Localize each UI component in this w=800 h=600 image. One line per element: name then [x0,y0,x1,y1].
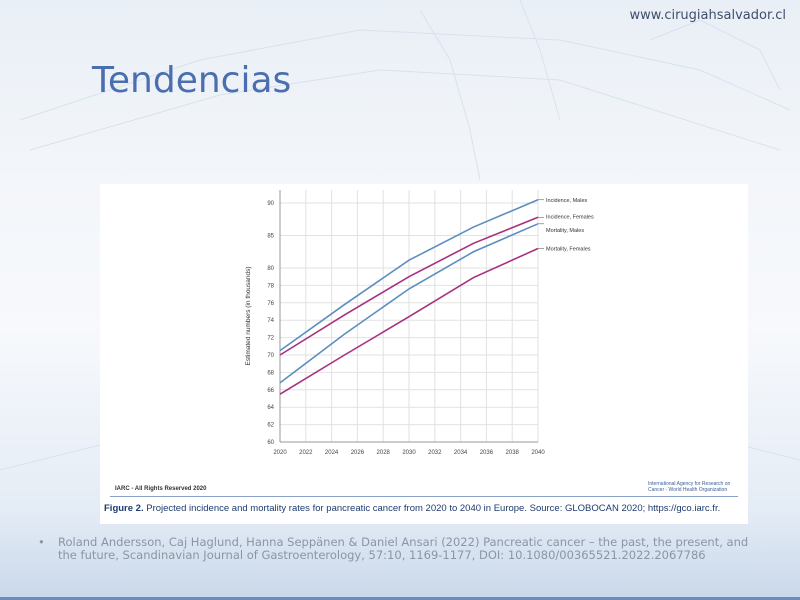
y-tick-label: 76 [267,301,274,307]
y-tick-label: 68 [267,370,274,376]
x-tick-label: 2040 [531,450,545,456]
x-tick-label: 2028 [377,450,391,456]
figure-caption-text: Projected incidence and mortality rates … [146,503,721,514]
x-tick-label: 2030 [402,450,416,456]
series-line [279,199,539,352]
series-line [279,247,539,395]
x-tick-label: 2022 [299,450,313,456]
series-line [279,216,539,356]
x-tick-label: 2036 [480,450,494,456]
site-url: www.cirugiahsalvador.cl [629,8,786,23]
figure-caption-label: Figure 2. [104,503,144,514]
y-tick-label: 64 [267,405,274,411]
y-tick-label: 62 [267,423,274,429]
bottom-accent-bar [0,597,800,600]
iarc-who-logo-text: International Agency for Research on Can… [648,481,731,493]
series-line [279,223,539,384]
y-axis-label: Estimated numbers (in thousands) [245,267,252,366]
slide-title: Tendencias [92,60,292,101]
y-tick-label: 70 [267,353,274,359]
y-tick-label: 85 [267,234,274,240]
y-tick-label: 60 [267,440,274,446]
bullet-point: • [38,535,45,549]
iarc-copyright: IARC - All Rights Reserved 2020 [115,486,207,492]
series-label: Mortality, Females [546,247,591,253]
x-tick-label: 2034 [454,450,468,456]
x-tick-label: 2032 [428,450,442,456]
series-label: Incidence, Males [546,198,588,204]
figure-card: 2020 2022 2024 2026 2028 2030 2032 2034 2036 2038… [100,184,748,524]
line-chart: 2020 2022 2024 2026 2028 2030 2032 2034 2036 2038… [245,190,594,456]
y-tick-label: 74 [267,318,274,324]
x-tick-label: 2026 [351,450,365,456]
figure-caption: Figure 2. Projected incidence and mortal… [104,503,720,514]
y-tick-label: 78 [267,283,274,289]
y-tick-label: 66 [267,388,274,394]
y-tick-label: 90 [267,201,274,207]
series-label: Mortality, Males [546,228,584,234]
x-tick-label: 2038 [506,450,520,456]
x-tick-label: 2020 [273,450,287,456]
y-tick-label: 72 [267,336,274,342]
reference-citation: • Roland Andersson, Caj Haglund, Hanna S… [38,535,758,562]
y-tick-label: 80 [267,266,274,272]
x-tick-label: 2024 [325,450,339,456]
reference-text: Roland Andersson, Caj Haglund, Hanna Sep… [58,535,749,562]
figure-divider [110,496,738,497]
series-label: Incidence, Females [546,214,594,220]
